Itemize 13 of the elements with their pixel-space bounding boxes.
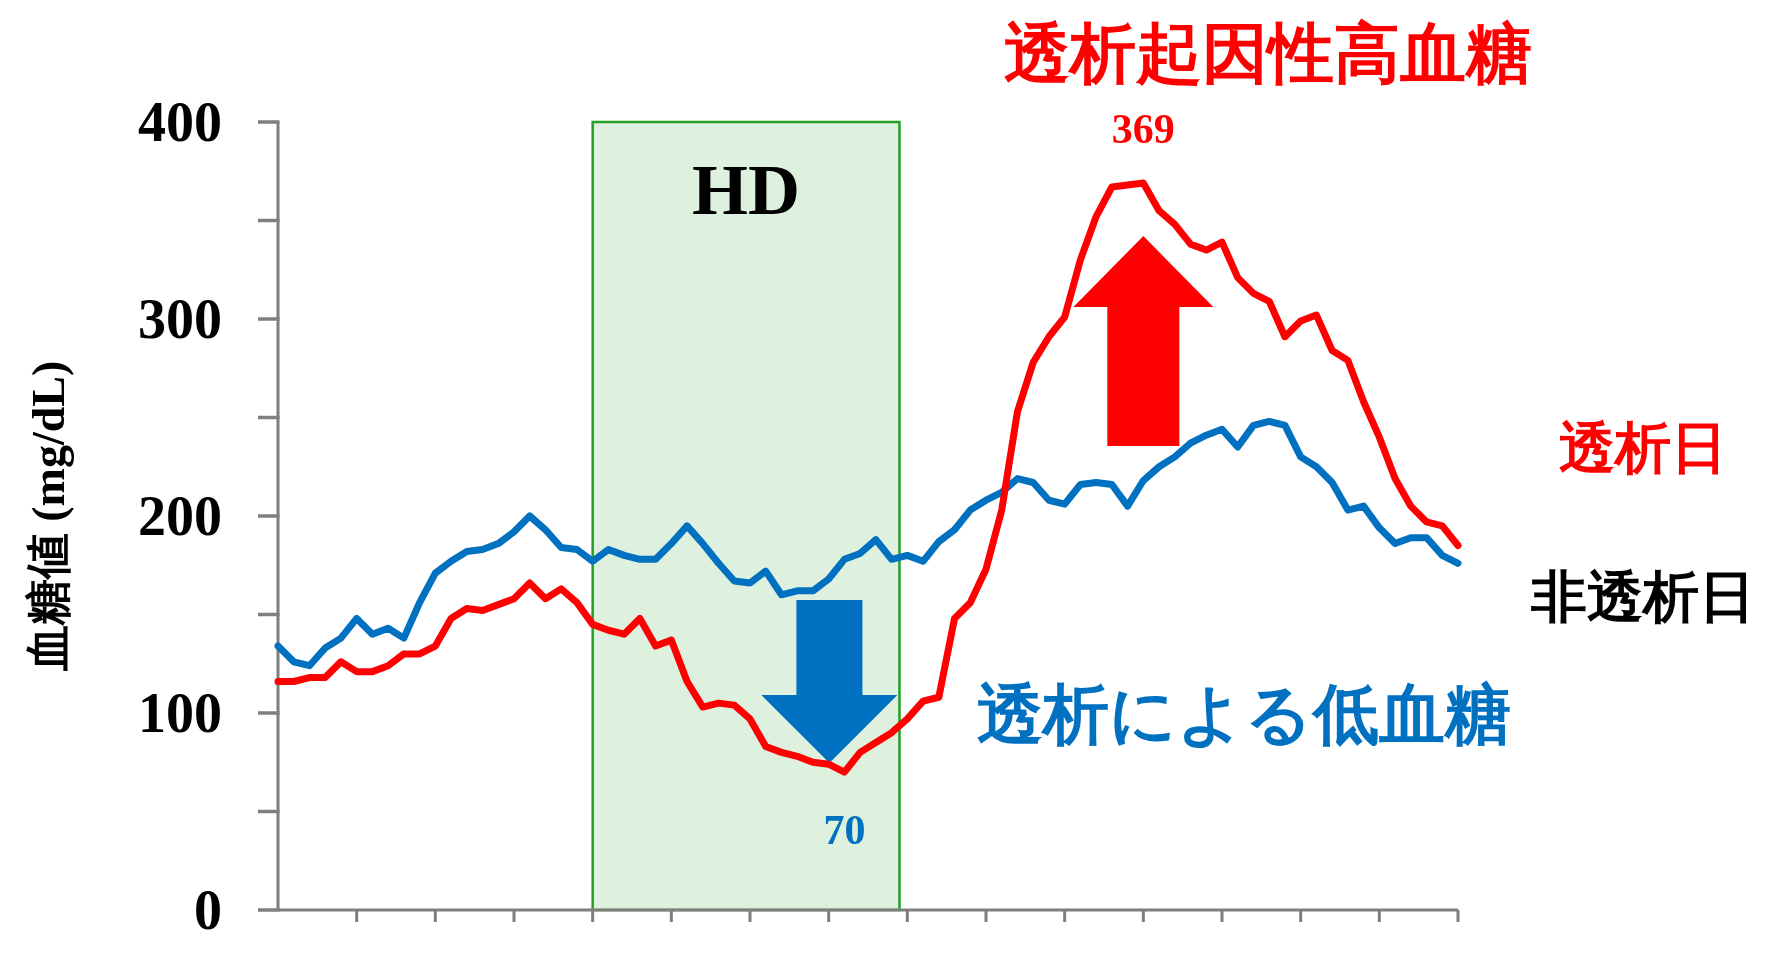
text: 透析日 (1559, 414, 1727, 480)
y-tick-label: 300 (138, 288, 222, 350)
y-axis-title: 血糖値 (mg/dL) (21, 360, 75, 673)
y-tick-label: 100 (138, 682, 222, 744)
y-tick-label: 400 (138, 91, 222, 153)
annotation: 369 (1111, 106, 1175, 153)
y-tick-label: 0 (194, 879, 222, 941)
series-label: 非透析日 (1530, 564, 1755, 630)
annotation: HD (692, 150, 801, 230)
annotation: 透析による低血糖 (977, 676, 1511, 753)
y-tick-label: 200 (138, 485, 222, 547)
text: 透析起因性高血糖 (1004, 15, 1532, 92)
annotation: 70 (823, 807, 866, 854)
